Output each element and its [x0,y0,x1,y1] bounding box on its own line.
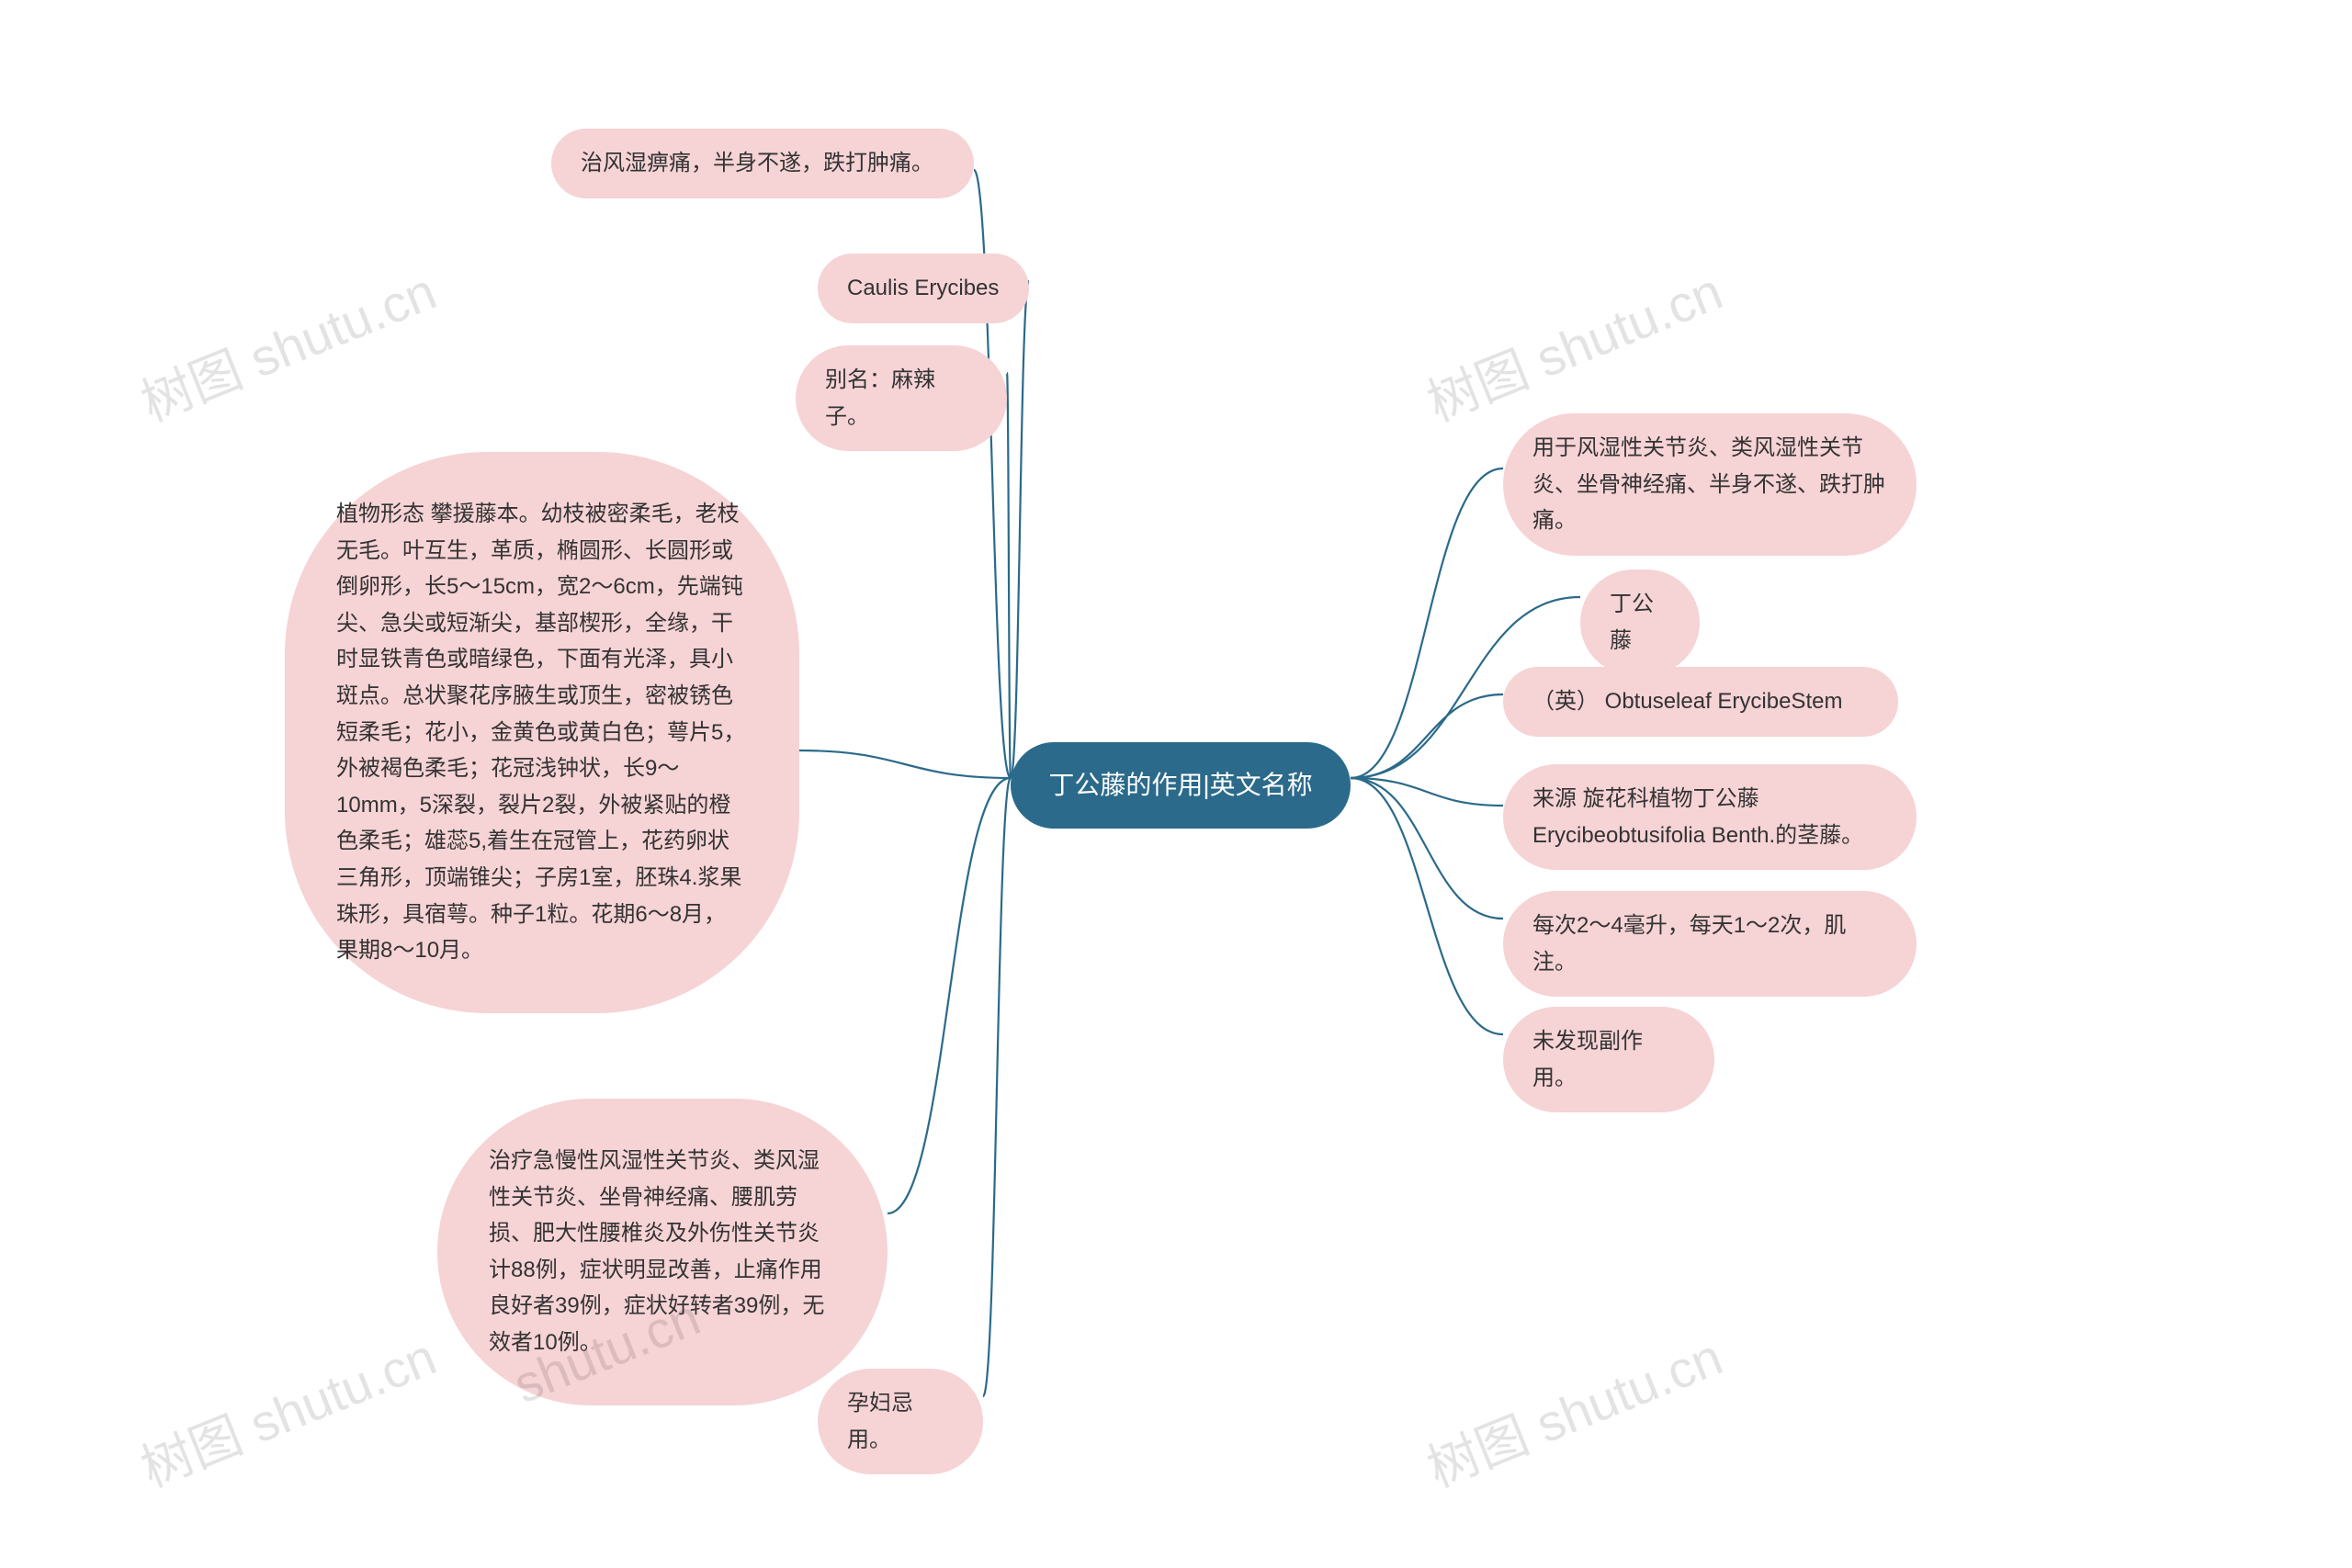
leaf-r4[interactable]: 来源 旋花科植物丁公藤Erycibeobtusifolia Benth.的茎藤。 [1503,764,1917,870]
leaf-r1[interactable]: 用于风湿性关节炎、类风湿性关节炎、坐骨神经痛、半身不遂、跌打肿痛。 [1503,413,1917,556]
leaf-l2[interactable]: Caulis Erycibes [818,254,1029,323]
leaf-r2[interactable]: 丁公藤 [1580,570,1700,675]
center-node[interactable]: 丁公藤的作用|英文名称 [1011,742,1351,829]
leaf-r5[interactable]: 每次2～4毫升，每天1～2次，肌注。 [1503,891,1917,997]
leaf-l1[interactable]: 治风湿痹痛，半身不遂，跌打肿痛。 [551,129,974,198]
leaf-l5[interactable]: 治疗急慢性风湿性关节炎、类风湿性关节炎、坐骨神经痛、腰肌劳损、肥大性腰椎炎及外伤… [437,1099,888,1405]
leaf-l4[interactable]: 植物形态 攀援藤本。幼枝被密柔毛，老枝无毛。叶互生，革质，椭圆形、长圆形或倒卵形… [285,452,799,1013]
mindmap-canvas: 丁公藤的作用|英文名称 治风湿痹痛，半身不遂，跌打肿痛。 Caulis Eryc… [0,0,2352,1568]
leaf-r3[interactable]: （英） Obtuseleaf ErycibeStem [1503,667,1898,737]
leaf-l3[interactable]: 别名：麻辣子。 [796,345,1007,451]
leaf-l6[interactable]: 孕妇忌用。 [818,1369,983,1474]
leaf-r6[interactable]: 未发现副作用。 [1503,1007,1714,1112]
